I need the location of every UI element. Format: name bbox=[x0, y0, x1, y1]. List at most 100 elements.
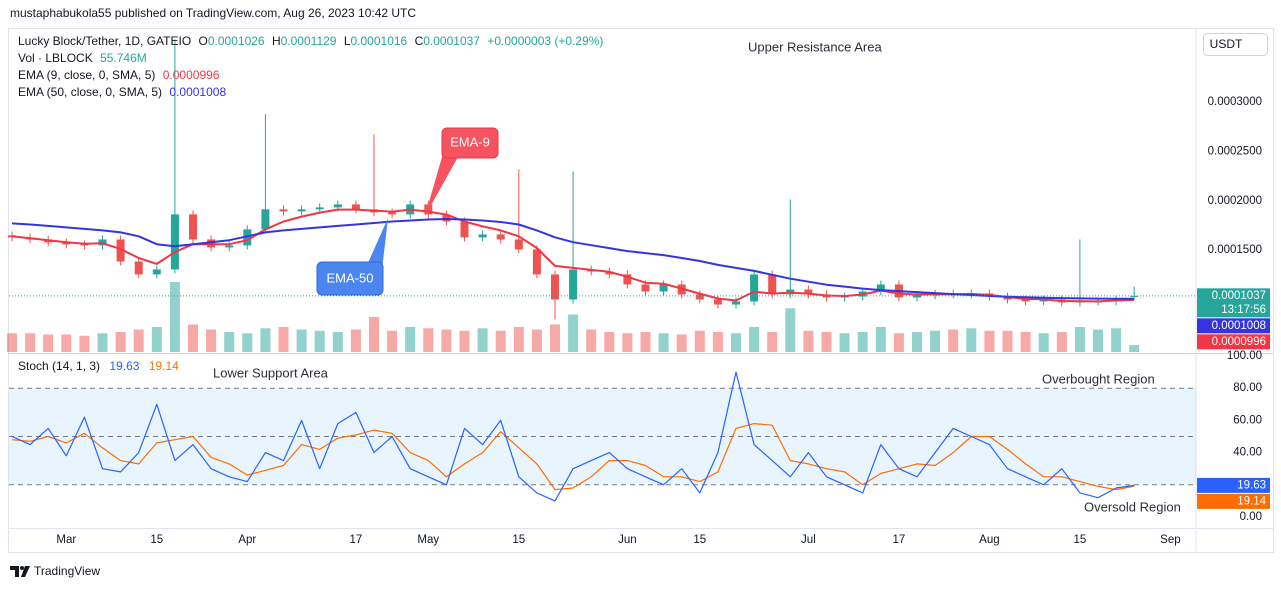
volume-bar bbox=[459, 330, 470, 352]
volume-bar bbox=[350, 329, 361, 352]
value-box-label: 19.63 bbox=[1237, 479, 1266, 491]
callout-box bbox=[316, 261, 384, 296]
volume-bar bbox=[387, 330, 398, 352]
candle-body bbox=[713, 299, 722, 305]
candle-body bbox=[261, 209, 270, 230]
volume-bar bbox=[133, 329, 144, 352]
price-tick-label: 0.0002000 bbox=[1208, 195, 1262, 207]
volume-bar bbox=[912, 332, 922, 352]
x-tick-label: May bbox=[417, 534, 439, 546]
volume-bar bbox=[513, 327, 524, 352]
x-tick-label: 17 bbox=[350, 534, 363, 546]
candle-body bbox=[641, 284, 650, 292]
candle-body bbox=[170, 214, 179, 270]
candle-body bbox=[152, 269, 161, 275]
price-tick-label: 0.0001500 bbox=[1208, 244, 1262, 256]
volume-bar bbox=[25, 333, 36, 352]
ohlc-value: 0.0001037 bbox=[423, 34, 480, 48]
legend-line: EMA (50, close, 0, SMA, 5) 0.0001008 bbox=[18, 85, 226, 99]
candle-body bbox=[333, 204, 342, 208]
x-tick-label: Mar bbox=[56, 534, 76, 546]
candle-body bbox=[514, 239, 523, 250]
value-box-label: 19.14 bbox=[1237, 495, 1266, 507]
plot-area: 0.0001500 0.0002000 0.0002500 0.0003000 0.00… bbox=[7, 39, 1262, 546]
logo-mark bbox=[20, 566, 24, 570]
volume-bar bbox=[966, 328, 977, 352]
ema50-value: 0.0001008 bbox=[169, 85, 226, 99]
volume-bar bbox=[224, 332, 235, 352]
volume-bar bbox=[1002, 330, 1013, 352]
ohlc-label: C bbox=[415, 34, 424, 48]
volume-bar bbox=[658, 333, 669, 352]
volume-bar bbox=[712, 332, 723, 352]
candle-body bbox=[442, 214, 451, 222]
value-box-label: 0.0000996 bbox=[1212, 336, 1266, 348]
volume-bar bbox=[1129, 345, 1140, 352]
candle-body bbox=[623, 274, 632, 285]
volume-bar bbox=[586, 329, 597, 352]
volume-bar bbox=[1038, 333, 1049, 352]
stoch-d-value: 19.14 bbox=[149, 359, 179, 373]
volume-bar bbox=[640, 332, 651, 352]
annotation: Overbought Region bbox=[1042, 371, 1155, 386]
x-tick-label: Sep bbox=[1160, 534, 1180, 546]
x-tick-label: Apr bbox=[238, 534, 256, 546]
ema50-name: EMA (50, close, 0, SMA, 5) bbox=[18, 85, 162, 99]
volume-bar bbox=[1074, 327, 1085, 352]
volume-bar bbox=[423, 328, 434, 352]
volume-bar bbox=[694, 330, 705, 352]
x-tick-label: 15 bbox=[1074, 534, 1087, 546]
stoch-title: Stoch (14, 1, 3) bbox=[18, 359, 100, 373]
candle-body bbox=[116, 239, 125, 262]
candle-body bbox=[1021, 299, 1030, 302]
volume-bar bbox=[296, 329, 307, 352]
volume-bar bbox=[550, 324, 560, 352]
value-box bbox=[1197, 288, 1270, 318]
volume-bar bbox=[477, 328, 488, 352]
price-tick-label: 0.0002500 bbox=[1208, 145, 1262, 157]
button-frame[interactable] bbox=[1203, 33, 1268, 56]
candle-body bbox=[1130, 295, 1139, 297]
candle-body bbox=[189, 214, 197, 240]
volume-bar bbox=[857, 332, 868, 352]
x-tick-label: Aug bbox=[979, 534, 999, 546]
volume-bar bbox=[43, 334, 54, 352]
ema9-callout: EMA-9 bbox=[425, 127, 499, 216]
volume-bar bbox=[749, 327, 760, 352]
stoch-tick-label: 60.00 bbox=[1233, 414, 1262, 426]
stoch-k-value: 19.63 bbox=[109, 359, 139, 373]
annotation: Upper Resistance Area bbox=[748, 39, 882, 54]
candle-body bbox=[496, 234, 505, 240]
change: +0.0000003 (+0.29%) bbox=[487, 34, 603, 48]
volume-bar bbox=[206, 329, 217, 352]
stoch-line bbox=[11, 371, 1135, 502]
volume-bar bbox=[731, 333, 741, 352]
ohlc-value: 0.0001129 bbox=[281, 34, 337, 48]
volume-bar bbox=[314, 330, 325, 352]
byline: mustaphabukola55 published on TradingVie… bbox=[10, 6, 416, 20]
candle-body bbox=[478, 234, 487, 238]
volume-name: Vol · LBLOCK bbox=[18, 51, 93, 65]
volume-bar bbox=[405, 327, 416, 352]
volume-bar bbox=[676, 334, 687, 352]
ohlc-label: H bbox=[272, 34, 281, 48]
currency-button[interactable]: USDT bbox=[1203, 33, 1268, 56]
candle-body bbox=[659, 284, 668, 292]
brand: TradingView bbox=[34, 564, 100, 578]
legend: Lucky Block/Tether, 1D, GATEIO O0.000102… bbox=[18, 34, 603, 373]
volume-value: 55.746M bbox=[100, 51, 147, 65]
x-tick-label: 15 bbox=[693, 534, 706, 546]
ema9-name: EMA (9, close, 0, SMA, 5) bbox=[18, 68, 155, 82]
candle-body bbox=[351, 204, 360, 210]
volume-bar bbox=[1111, 328, 1122, 352]
candle-body bbox=[315, 207, 324, 210]
ema9-value: 0.0000996 bbox=[163, 68, 220, 82]
volume-bar bbox=[260, 328, 271, 352]
volume-bar bbox=[604, 332, 615, 352]
callout-label: EMA-9 bbox=[450, 134, 490, 149]
button-label[interactable]: USDT bbox=[1210, 37, 1243, 51]
candle-body bbox=[134, 261, 143, 275]
ema-line bbox=[11, 218, 1135, 300]
candle-body bbox=[460, 221, 469, 238]
